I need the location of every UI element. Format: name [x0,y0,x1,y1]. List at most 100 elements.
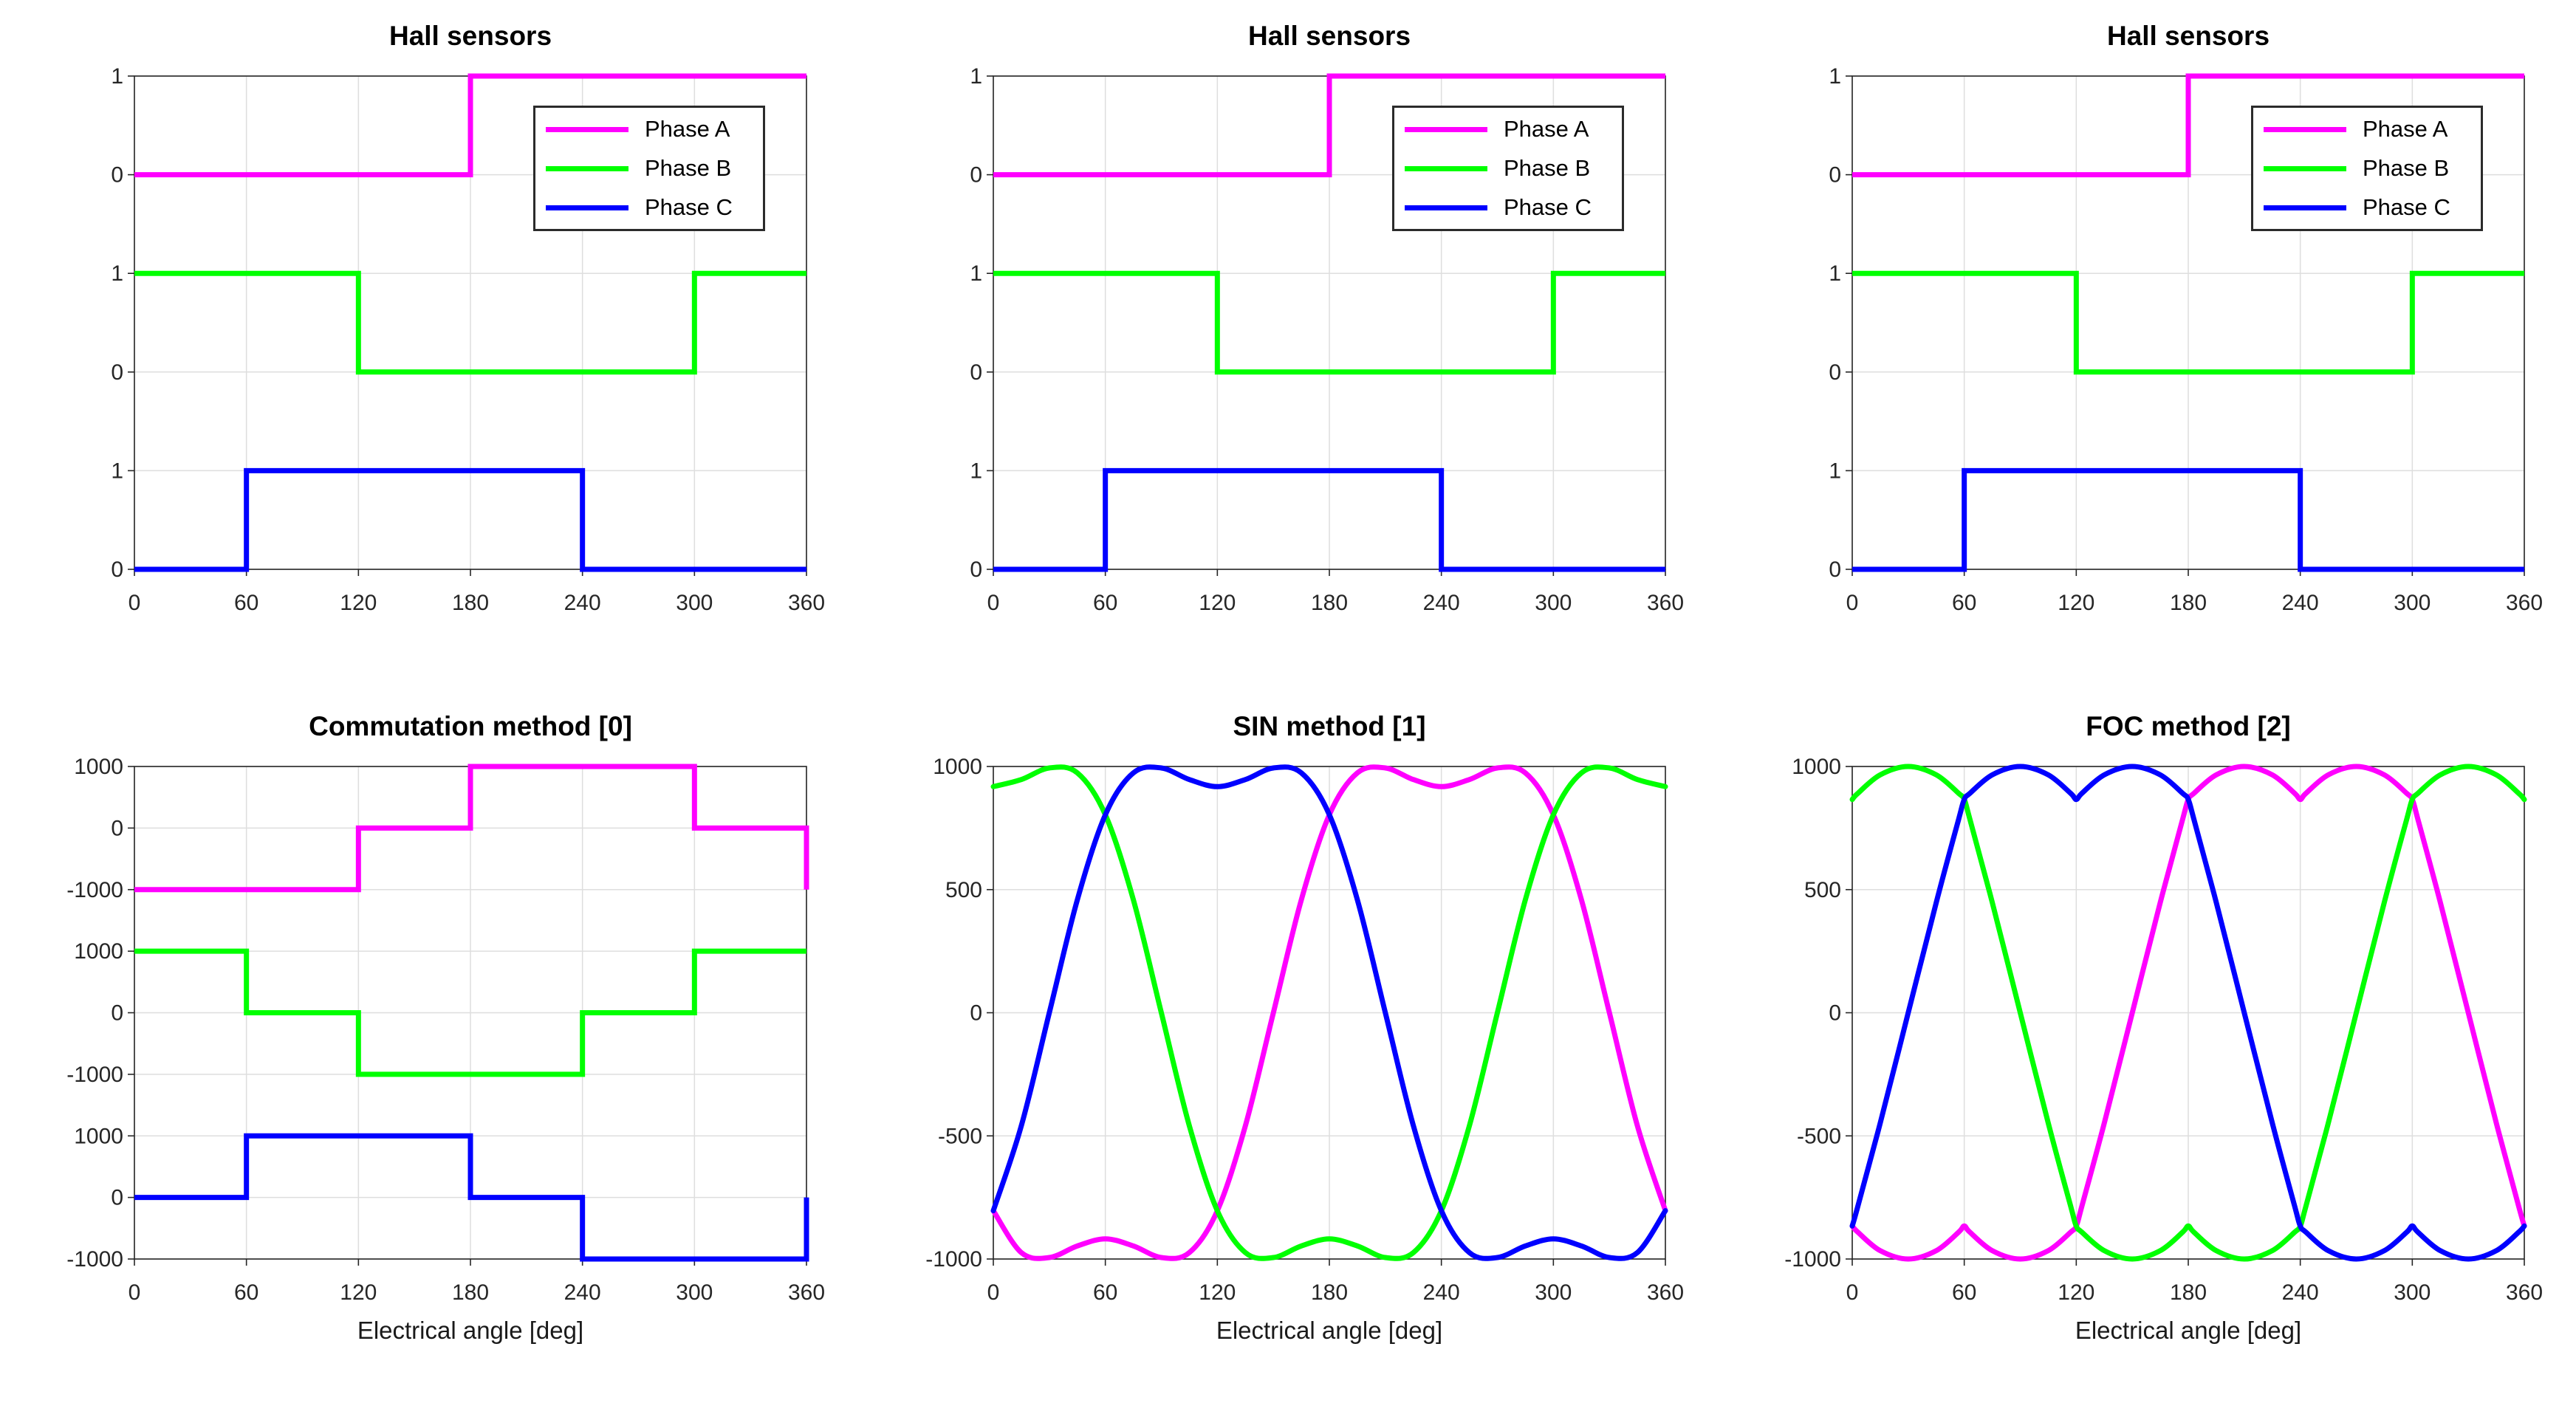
x-tick-label: 360 [2506,1280,2543,1305]
x-tick-label: 60 [1093,591,1117,615]
x-tick-label: 300 [2394,1280,2431,1305]
subplot-hall-sensors-3: 0 60 120 180 240 300 360 0 1 0 1 0 1 Hall sensors Ph… [1718,0,2576,694]
x-tick-label: 0 [129,1280,141,1305]
y-tick-label: -1000 [66,1247,123,1272]
x-tick-label: 300 [676,591,713,615]
y-tick-label: 0 [970,360,982,385]
legend: Phase A Phase B Phase C [2251,106,2483,231]
legend-item-phase-a: Phase A [535,115,763,143]
series-phase-b [1852,270,2524,375]
plot-title: Hall sensors [1247,21,1411,51]
phase-b-line-swatch [546,165,628,171]
axes-hall-sensors-2: 0 60 120 180 240 300 360 0 1 0 1 0 1 [970,64,1684,615]
series-phase-b [990,764,1668,1261]
legend: Phase A Phase B Phase C [1392,106,1624,231]
x-tick-label: 180 [1311,591,1348,615]
y-tick-label: 0 [111,558,123,582]
y-tick-label: 1 [1829,459,1841,483]
x-tick-label: 0 [987,1280,1000,1305]
x-tick-label: 60 [1952,1280,1976,1305]
x-tick-label: 180 [452,1280,489,1305]
y-tick-label: -1000 [66,1063,123,1087]
y-tick-label: 1 [1829,261,1841,286]
x-tick-label: 0 [1846,591,1859,615]
x-tick-label: 60 [1093,1280,1117,1305]
plot-title: SIN method [1] [1233,711,1426,741]
y-tick-label: 0 [111,1001,123,1026]
plot-title: Hall sensors [388,21,552,51]
legend-label-phase-a: Phase A [1504,116,1589,142]
x-tick-label: 180 [1311,1280,1348,1305]
x-tick-label: 180 [2170,1280,2207,1305]
y-tick-label: 0 [1829,1001,1841,1026]
x-tick-label: 240 [1423,591,1460,615]
x-tick-label: 360 [1647,1280,1684,1305]
series-phase-b [1849,764,2527,1262]
series-phase-c [1852,467,2524,572]
series-phase-b [134,270,806,375]
y-tick-label: -1000 [1784,1247,1841,1272]
x-tick-label: 240 [564,1280,601,1305]
phase-c-line-swatch [546,205,628,210]
y-tick-label: 1 [970,459,982,483]
y-tick-label: -1000 [66,878,123,902]
y-tick-label: 1 [970,64,982,89]
legend-item-phase-a: Phase A [2253,115,2481,143]
series-phase-b [993,270,1665,375]
subplot-foc-method: 0 60 120 180 240 300 360 -1000 -500 0 500 1000 FOC … [1718,694,2576,1403]
y-tick-label: 500 [945,878,982,902]
series-phase-a [134,73,806,178]
legend-label-phase-c: Phase C [1504,194,1592,220]
y-tick-label: 0 [111,1186,123,1210]
legend-item-phase-c: Phase C [1394,193,1622,222]
x-tick-label: 120 [2058,1280,2094,1305]
plot-title: Hall sensors [2106,21,2270,51]
phase-c-line-swatch [1405,205,1487,210]
plot-title: Commutation method [0] [309,711,632,741]
subplot-sin-method: 0 60 120 180 240 300 360 -1000 -500 0 500 1000 SIN … [859,694,1718,1403]
y-tick-label: 1 [111,459,123,483]
legend-item-phase-b: Phase B [2253,154,2481,182]
y-tick-label: -500 [938,1124,982,1148]
legend-item-phase-c: Phase C [2253,193,2481,222]
y-tick-label: 1000 [74,755,123,779]
series-phase-a [134,764,809,893]
y-tick-label: 0 [1829,163,1841,188]
x-tick-label: 0 [987,591,1000,615]
x-tick-label: 0 [129,591,141,615]
x-tick-label: 0 [1846,1280,1859,1305]
phase-a-line-swatch [546,126,628,132]
x-tick-label: 360 [788,591,825,615]
series-phase-c [134,1133,809,1262]
legend-item-phase-b: Phase B [1394,154,1622,182]
x-axis-label: Electrical angle [deg] [1216,1317,1443,1344]
y-tick-label: -500 [1797,1124,1841,1148]
x-tick-label: 60 [234,1280,258,1305]
x-axis-label: Electrical angle [deg] [357,1317,584,1344]
x-tick-label: 300 [676,1280,713,1305]
y-tick-label: 0 [970,1001,982,1026]
phase-b-line-swatch [2264,165,2346,171]
y-tick-label: 1 [111,64,123,89]
y-tick-label: 1 [970,261,982,286]
x-tick-label: 360 [1647,591,1684,615]
axes-hall-sensors-3: 0 60 120 180 240 300 360 0 1 0 1 0 1 [1829,64,2543,615]
y-tick-label: 0 [1829,558,1841,582]
y-tick-label: 0 [970,163,982,188]
x-tick-label: 120 [1199,1280,1236,1305]
y-tick-label: 1 [111,261,123,286]
x-axis-label: Electrical angle [deg] [2075,1317,2302,1344]
x-tick-label: 240 [2282,1280,2319,1305]
x-tick-label: 180 [2170,591,2207,615]
legend-label-phase-c: Phase C [2363,194,2450,220]
x-tick-label: 60 [234,591,258,615]
x-tick-label: 360 [788,1280,825,1305]
y-tick-label: 1000 [933,755,982,779]
series-phase-b [134,948,806,1077]
phase-a-line-swatch [2264,126,2346,132]
y-tick-label: 0 [970,558,982,582]
legend-item-phase-c: Phase C [535,193,763,222]
legend-label-phase-b: Phase B [2363,155,2450,181]
y-tick-label: 500 [1804,878,1841,902]
